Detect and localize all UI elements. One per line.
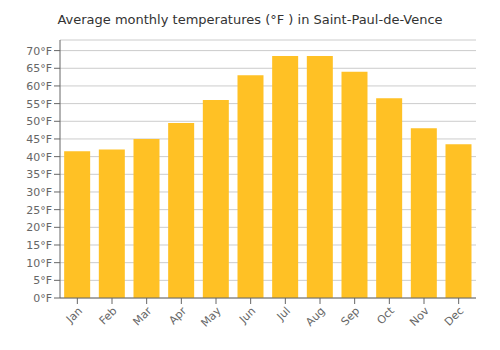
html-text:Average monthly temperatures (: Average monthly temperatures (°F ) in Sa… <box>57 12 443 27</box>
svg-text:25°F: 25°F <box>26 204 52 217</box>
svg-text:0°F: 0°F <box>33 292 52 305</box>
svg-text:50°F: 50°F <box>26 115 52 128</box>
svg-text:Jul: Jul <box>274 304 293 323</box>
svg-text:70°F: 70°F <box>26 45 52 58</box>
svg-text:10°F: 10°F <box>26 257 52 270</box>
svg-text:60°F: 60°F <box>26 80 52 93</box>
svg-text:Feb: Feb <box>97 304 120 327</box>
svg-text:45°F: 45°F <box>26 133 52 146</box>
svg-text:May: May <box>198 304 224 330</box>
svg-text:Apr: Apr <box>166 304 189 327</box>
svg-text:Dec: Dec <box>442 304 466 328</box>
svg-text:20°F: 20°F <box>26 221 52 234</box>
svg-text:Jun: Jun <box>236 304 258 326</box>
svg-text:Sep: Sep <box>338 304 362 328</box>
svg-text:Nov: Nov <box>407 304 432 329</box>
svg-text:5°F: 5°F <box>33 274 52 287</box>
svg-text:55°F: 55°F <box>26 98 52 111</box>
svg-text:65°F: 65°F <box>26 62 52 75</box>
svg-text:Oct: Oct <box>374 304 397 327</box>
svg-text:Aug: Aug <box>303 304 327 328</box>
svg-text:Jan: Jan <box>63 304 85 326</box>
svg-text:40°F: 40°F <box>26 151 52 164</box>
svg-text:Mar: Mar <box>130 304 154 328</box>
svg-text:15°F: 15°F <box>26 239 52 252</box>
svg-text:30°F: 30°F <box>26 186 52 199</box>
svg-text:35°F: 35°F <box>26 168 52 181</box>
